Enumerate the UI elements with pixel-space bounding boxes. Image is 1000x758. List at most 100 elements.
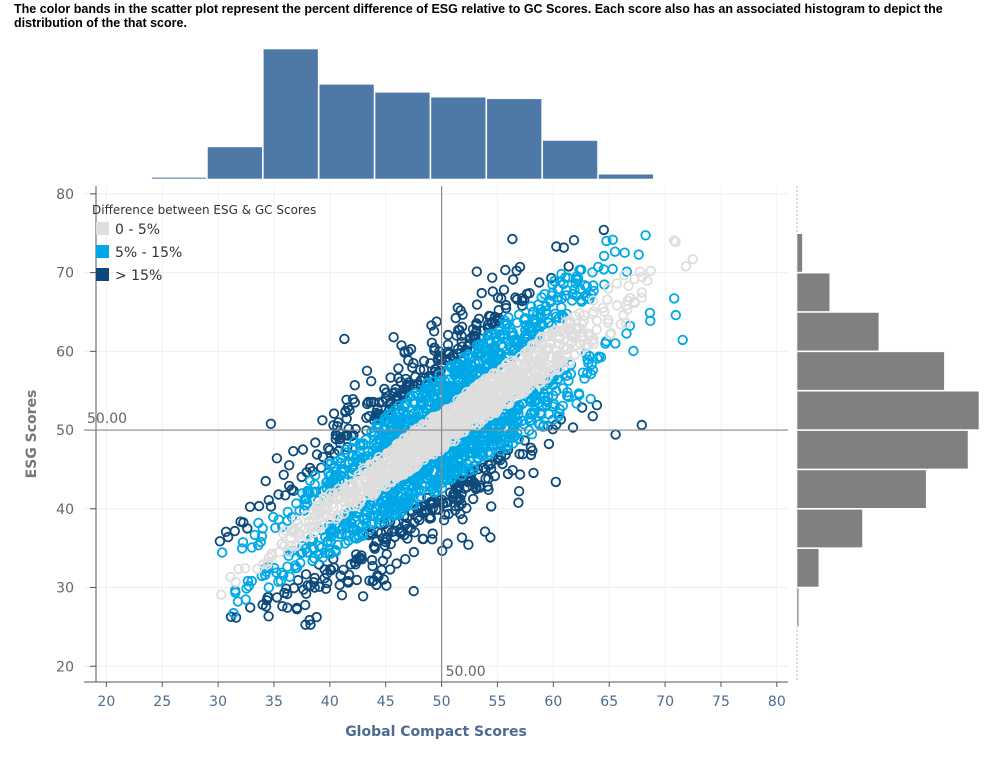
scatter-point xyxy=(318,496,330,508)
scatter-point xyxy=(588,280,599,291)
scatter-point xyxy=(273,489,284,500)
scatter-point xyxy=(365,499,376,511)
scatter-point xyxy=(260,601,272,612)
scatter-point xyxy=(357,591,369,602)
scatter-point xyxy=(628,345,639,357)
right-histogram xyxy=(796,186,980,682)
scatter-point xyxy=(573,388,585,399)
scatter-point xyxy=(465,403,477,414)
scatter-point xyxy=(473,452,484,463)
scatter-point xyxy=(282,588,293,600)
scatter-point xyxy=(487,440,498,451)
scatter-point xyxy=(388,332,399,343)
scatter-point xyxy=(391,558,402,569)
scatter-point xyxy=(366,376,377,387)
scatter-point xyxy=(457,392,468,403)
scatter-point xyxy=(301,510,312,521)
scatter-point xyxy=(283,546,294,557)
scatter-point xyxy=(605,328,617,339)
scatter-point xyxy=(265,501,277,512)
scatter-point xyxy=(450,404,462,415)
scatter-point xyxy=(670,309,682,321)
right-hist-bar xyxy=(796,390,980,430)
scatter-point xyxy=(361,481,372,492)
scatter-point xyxy=(687,254,699,265)
scatter-point xyxy=(430,445,442,457)
y-tick-label: 40 xyxy=(56,502,74,518)
scatter-point xyxy=(397,505,408,517)
scatter-point xyxy=(415,471,426,482)
scatter-point xyxy=(431,316,442,327)
x-tick-label: 50 xyxy=(433,694,451,710)
scatter-point xyxy=(244,501,256,513)
scatter-point xyxy=(361,365,373,377)
scatter-point xyxy=(379,492,391,504)
x-reference-label: 50.00 xyxy=(446,664,486,680)
scatter-point xyxy=(471,299,483,310)
scatter-point xyxy=(535,309,546,320)
scatter-point xyxy=(437,498,448,509)
right-hist-bar xyxy=(796,312,880,352)
scatter-point xyxy=(292,575,304,586)
scatter-point xyxy=(451,330,462,341)
scatter-point xyxy=(389,387,401,398)
scatter-point xyxy=(610,429,621,440)
scatter-point xyxy=(508,389,519,400)
scatter-point xyxy=(415,451,427,463)
scatter-point xyxy=(354,488,366,500)
scatter-point xyxy=(225,571,236,583)
scatter-point xyxy=(567,422,579,433)
x-tick-label: 20 xyxy=(97,694,115,710)
scatter-point xyxy=(302,547,313,558)
scatter-point xyxy=(238,517,249,528)
scatter-point xyxy=(423,384,434,395)
scatter-point xyxy=(339,333,350,345)
scatter-point xyxy=(300,619,311,630)
scatter-point xyxy=(345,559,357,570)
scatter-point xyxy=(314,522,325,533)
scatter-point xyxy=(371,536,382,547)
scatter-point xyxy=(353,529,364,541)
scatter-point xyxy=(563,318,575,329)
scatter-point xyxy=(587,267,598,278)
scatter-point xyxy=(280,525,291,536)
scatter-point xyxy=(439,455,450,467)
scatter-point xyxy=(507,233,518,245)
scatter-point xyxy=(544,351,556,362)
scatter-point xyxy=(412,390,423,401)
scatter-point xyxy=(563,261,574,272)
scatter-point xyxy=(457,514,468,525)
scatter-point xyxy=(260,475,271,487)
scatter-point xyxy=(466,410,477,421)
scatter-point xyxy=(396,444,407,456)
scatter-point xyxy=(509,367,520,379)
scatter-point xyxy=(569,349,581,360)
scatter-point xyxy=(560,272,571,283)
scatter-point xyxy=(349,380,361,391)
scatter-point xyxy=(418,364,430,375)
scatter-point xyxy=(442,474,453,486)
scatter-point xyxy=(294,505,305,516)
chart-caption: The color bands in the scatter plot repr… xyxy=(14,2,943,30)
scatter-point xyxy=(464,352,475,363)
scatter-point xyxy=(479,526,491,537)
scatter-point xyxy=(347,481,359,492)
scatter-point xyxy=(325,513,336,524)
scatter-point xyxy=(381,434,393,446)
scatter-point xyxy=(328,408,340,419)
right-hist-bar xyxy=(796,469,927,509)
x-tick-label: 45 xyxy=(377,694,395,710)
scatter-point xyxy=(636,287,648,298)
scatter-point xyxy=(290,563,301,574)
scatter-point xyxy=(271,453,283,464)
legend-swatch xyxy=(96,222,109,235)
scatter-point xyxy=(669,293,680,304)
scatter-point xyxy=(480,373,491,385)
scatter-point xyxy=(350,559,361,570)
scatter-point xyxy=(286,525,298,536)
scatter-point xyxy=(503,386,514,398)
scatter-point xyxy=(304,462,316,474)
scatter-point xyxy=(367,490,379,501)
scatter-point xyxy=(320,510,331,522)
scatter-point xyxy=(487,286,499,297)
